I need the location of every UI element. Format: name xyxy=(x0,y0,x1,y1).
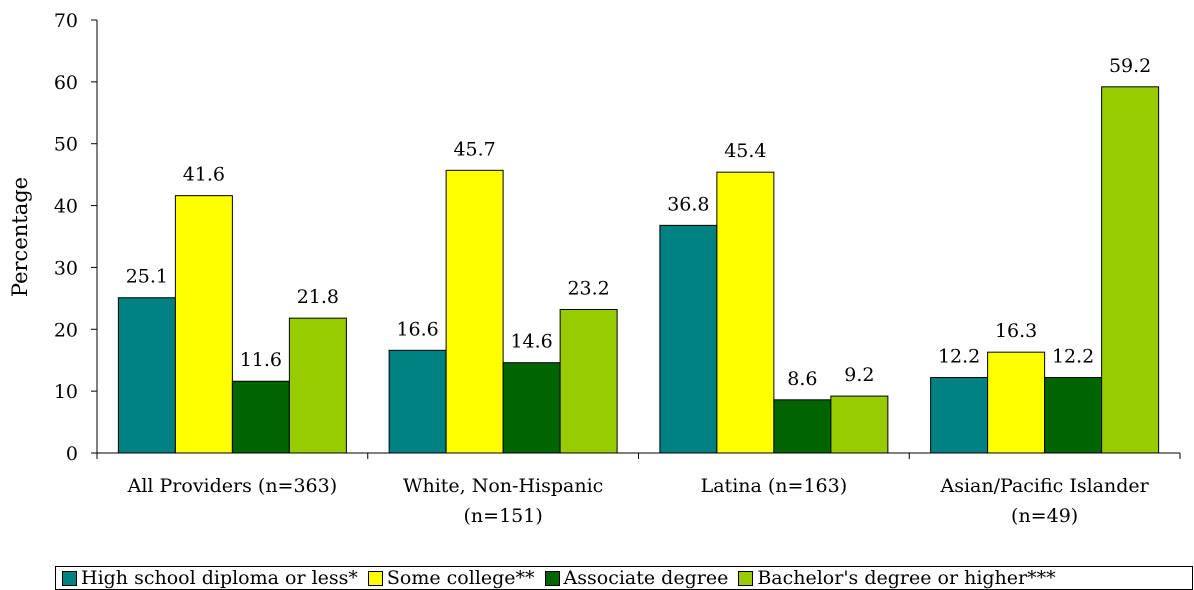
bar xyxy=(987,351,1046,454)
bar-value-labels: 25.1 41.6 11.6 21.8 16.6 45.7 14.6 23.2 36.8 45.4… xyxy=(126,55,1152,390)
bar-value-label: 16.3 xyxy=(995,320,1037,342)
bar-value-label: 8.6 xyxy=(787,368,817,390)
bar-value-label: 41.6 xyxy=(183,164,225,186)
bar xyxy=(502,362,561,454)
x-category-label: Latina (n=163) xyxy=(701,475,848,497)
bar-value-label: 12.2 xyxy=(938,346,980,368)
bar xyxy=(773,399,832,454)
x-axis: All Providers (n=363) White, Non-Hispanic… xyxy=(96,452,1181,527)
bar-value-label: 45.4 xyxy=(724,140,766,162)
legend-item: Associate degree xyxy=(544,567,729,589)
legend-swatch xyxy=(367,570,383,586)
legend: High school diploma or less* Some college… xyxy=(55,566,1193,590)
y-tick-label: 20 xyxy=(54,319,78,341)
bar-value-label: 9.2 xyxy=(844,364,874,386)
legend-label: Some college** xyxy=(386,567,535,589)
bar xyxy=(231,380,290,454)
y-axis: 0 10 20 30 40 50 60 70 xyxy=(54,10,98,465)
bar xyxy=(174,195,233,454)
legend-item: High school diploma or less* xyxy=(62,567,358,589)
bar-value-label: 11.6 xyxy=(240,349,282,371)
bar xyxy=(288,317,347,454)
bar xyxy=(659,224,718,454)
bar-value-label: 12.2 xyxy=(1052,346,1094,368)
bar-value-label: 14.6 xyxy=(510,331,552,353)
bar xyxy=(559,308,618,454)
y-tick-label: 50 xyxy=(54,134,78,156)
bar xyxy=(445,169,504,454)
x-category-label: (n=151) xyxy=(464,505,543,527)
bar xyxy=(1101,86,1160,454)
legend-label: Associate degree xyxy=(563,567,729,589)
bar xyxy=(716,171,775,454)
y-tick-label: 10 xyxy=(54,381,78,403)
y-tick-label: 40 xyxy=(54,196,78,218)
bar xyxy=(117,297,176,454)
bar xyxy=(930,377,989,454)
legend-swatch xyxy=(544,570,560,586)
bar-value-label: 36.8 xyxy=(667,193,709,215)
legend-item: Bachelor's degree or higher*** xyxy=(738,567,1056,589)
bar-value-label: 45.7 xyxy=(453,138,495,160)
bar-chart: 0 10 20 30 40 50 60 70 All Providers (n=363) Whi… xyxy=(8,10,1181,527)
y-axis-title: Percentage xyxy=(8,177,32,297)
bars xyxy=(117,86,1160,454)
x-category-label: All Providers (n=363) xyxy=(127,475,338,497)
y-tick-label: 60 xyxy=(54,72,78,94)
bar-value-label: 16.6 xyxy=(396,318,438,340)
bar-value-label: 23.2 xyxy=(567,277,609,299)
bar-value-label: 21.8 xyxy=(297,286,339,308)
legend-item: Some college** xyxy=(367,567,535,589)
bar xyxy=(388,349,447,454)
legend-swatch xyxy=(738,570,754,586)
x-category-label: Asian/Pacific Islander xyxy=(940,475,1150,497)
legend-swatch xyxy=(62,570,77,586)
y-tick-label: 70 xyxy=(54,10,78,32)
x-category-label: White, Non-Hispanic xyxy=(403,475,603,497)
y-tick-label: 0 xyxy=(66,443,78,465)
y-tick-label: 30 xyxy=(54,257,78,279)
bar-value-label: 25.1 xyxy=(126,266,168,288)
bar-value-label: 59.2 xyxy=(1109,55,1151,77)
bar xyxy=(830,395,889,454)
legend-label: Bachelor's degree or higher*** xyxy=(757,567,1056,589)
x-category-label: (n=49) xyxy=(1011,505,1078,527)
bar xyxy=(1044,377,1103,454)
legend-label: High school diploma or less* xyxy=(81,567,358,589)
